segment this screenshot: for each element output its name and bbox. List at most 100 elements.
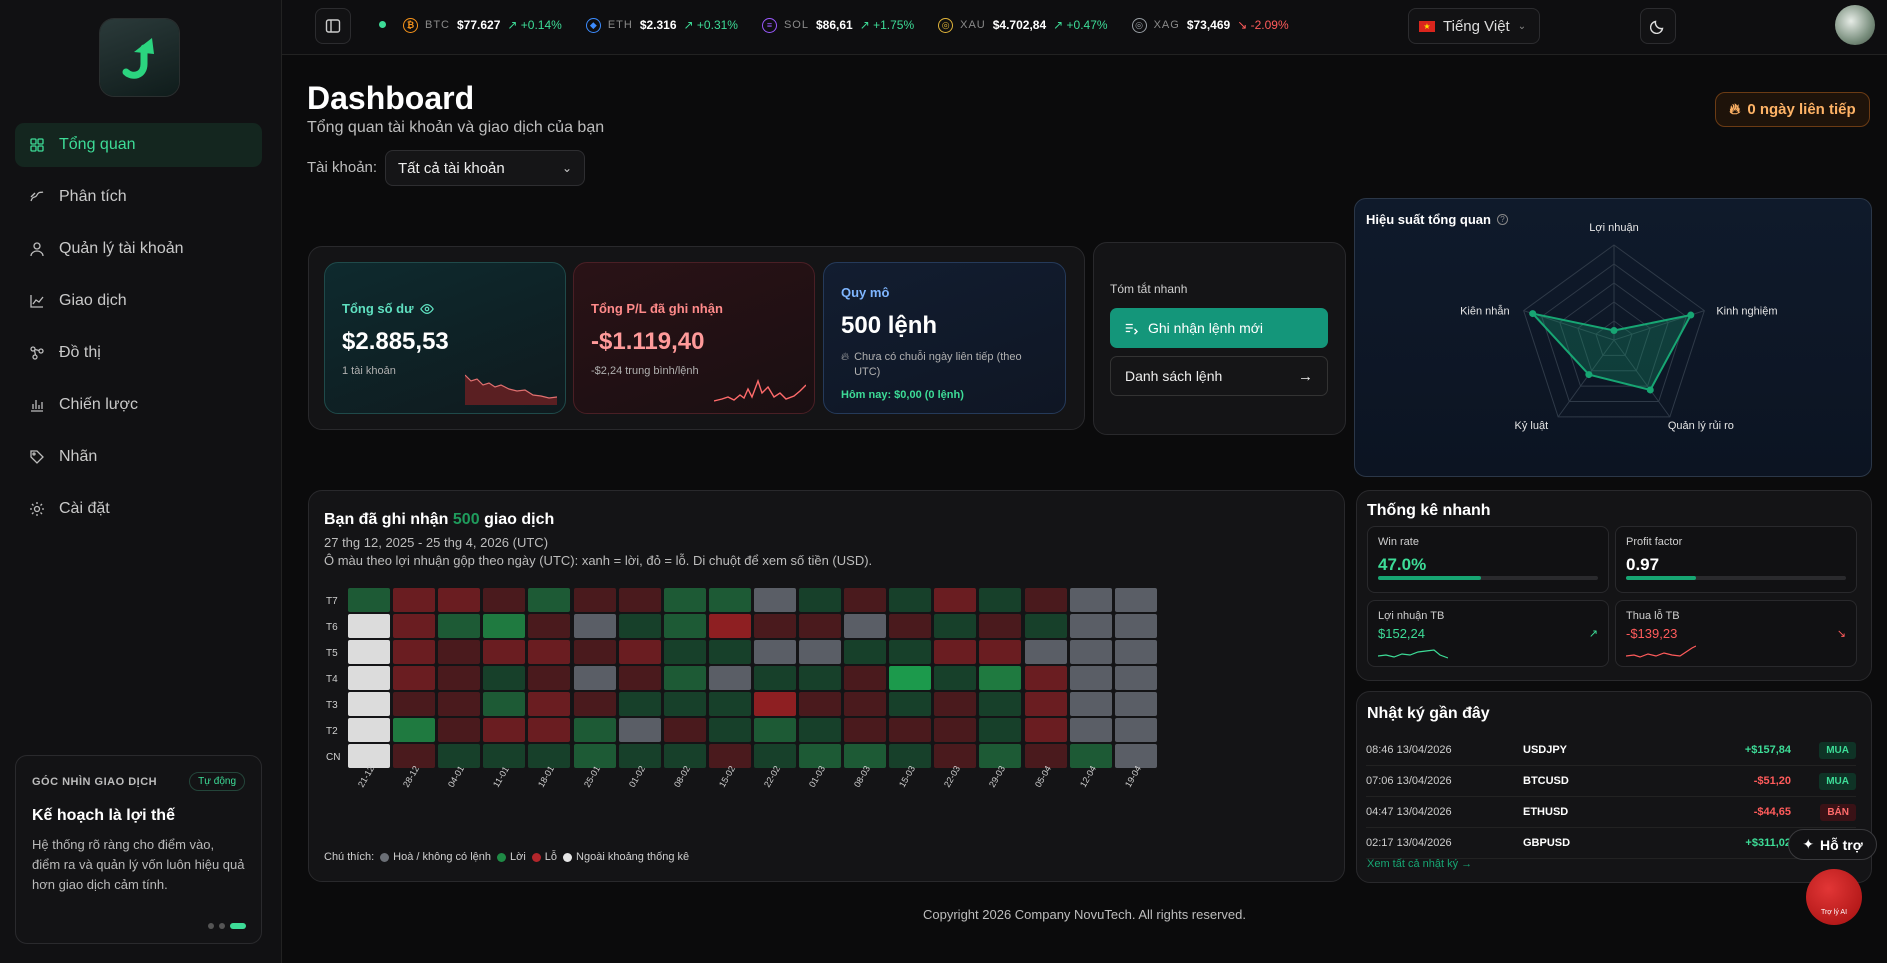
heatmap-cell[interactable] [889, 692, 932, 716]
record-trade-button[interactable]: Ghi nhận lệnh mới [1110, 308, 1328, 348]
heatmap-cell[interactable] [934, 744, 977, 768]
heatmap-cell[interactable] [618, 588, 661, 612]
heatmap-cell[interactable] [1069, 588, 1112, 612]
sidebar-item-0[interactable]: Tổng quan [15, 123, 262, 167]
user-avatar[interactable] [1835, 5, 1875, 45]
heatmap-cell[interactable] [934, 666, 977, 690]
ticker-item-eth[interactable]: ◆ ETH $2.316 ↗ +0.31% [585, 17, 738, 33]
heatmap-cell[interactable] [573, 692, 616, 716]
heatmap-cell[interactable] [1024, 692, 1067, 716]
sidebar-item-3[interactable]: Giao dịch [15, 279, 262, 323]
heatmap-cell[interactable] [799, 640, 841, 664]
heatmap-cell[interactable] [934, 718, 977, 742]
heatmap-cell[interactable] [934, 640, 977, 664]
heatmap-cell[interactable] [799, 614, 841, 638]
heatmap-cell[interactable] [348, 744, 390, 768]
heatmap-cell[interactable] [528, 614, 571, 638]
heatmap-cell[interactable] [889, 640, 932, 664]
heatmap-cell[interactable] [1069, 744, 1112, 768]
eye-icon[interactable] [419, 302, 434, 316]
heatmap-cell[interactable] [799, 666, 841, 690]
heatmap-cell[interactable] [438, 640, 481, 664]
heatmap-cell[interactable] [1114, 744, 1157, 768]
radar-point[interactable] [1529, 310, 1537, 318]
heatmap-cell[interactable] [799, 718, 841, 742]
heatmap-cell[interactable] [1069, 666, 1112, 690]
heatmap-cell[interactable] [799, 692, 841, 716]
heatmap-cell[interactable] [1024, 666, 1067, 690]
heatmap-cell[interactable] [934, 614, 977, 638]
streak-badge[interactable]: 🔥︎ 0 ngày liên tiếp [1715, 92, 1870, 127]
journal-row[interactable]: 04:47 13/04/2026 ETHUSD -$44,65 BÁN [1366, 797, 1856, 828]
heatmap-cell[interactable] [844, 666, 887, 690]
heatmap-cell[interactable] [753, 640, 796, 664]
heatmap-cell[interactable] [438, 614, 481, 638]
heatmap-cell[interactable] [528, 666, 571, 690]
heatmap-cell[interactable] [528, 744, 571, 768]
heatmap-cell[interactable] [663, 640, 706, 664]
journal-row[interactable]: 07:06 13/04/2026 BTCUSD -$51,20 MUA [1366, 766, 1856, 797]
heatmap-cell[interactable] [708, 614, 751, 638]
heatmap-cell[interactable] [1114, 640, 1157, 664]
heatmap-cell[interactable] [753, 666, 796, 690]
info-icon[interactable]: ? [1496, 214, 1508, 225]
heatmap-cell[interactable] [708, 640, 751, 664]
heatmap-cell[interactable] [528, 718, 571, 742]
heatmap-cell[interactable] [348, 640, 390, 664]
ticker-item-sol[interactable]: ≡ SOL $86,61 ↗ +1.75% [761, 17, 914, 33]
sidebar-item-7[interactable]: Cài đặt [15, 487, 262, 531]
heatmap-cell[interactable] [483, 640, 526, 664]
account-select[interactable]: Tất cả tài khoản ⌄ [385, 150, 585, 186]
heatmap-cell[interactable] [573, 614, 616, 638]
heatmap-cell[interactable] [799, 588, 841, 612]
heatmap-cell[interactable] [393, 588, 436, 612]
heatmap-cell[interactable] [438, 588, 481, 612]
heatmap-cell[interactable] [1024, 718, 1067, 742]
heatmap-cell[interactable] [528, 588, 571, 612]
heatmap-cell[interactable] [618, 692, 661, 716]
heatmap-cell[interactable] [844, 718, 887, 742]
heatmap-cell[interactable] [573, 666, 616, 690]
heatmap-cell[interactable] [483, 614, 526, 638]
heatmap-cell[interactable] [844, 588, 887, 612]
heatmap-cell[interactable] [618, 744, 661, 768]
heatmap-cell[interactable] [618, 718, 661, 742]
heatmap-cell[interactable] [979, 666, 1022, 690]
heatmap-cell[interactable] [618, 640, 661, 664]
heatmap-cell[interactable] [979, 588, 1022, 612]
radar-point[interactable] [1687, 311, 1695, 319]
heatmap-cell[interactable] [438, 718, 481, 742]
view-all-journal-link[interactable]: Xem tất cả nhật ký → [1367, 858, 1473, 870]
heatmap-cell[interactable] [393, 744, 436, 768]
theme-toggle-button[interactable] [1640, 8, 1676, 44]
ai-assistant-button[interactable]: Trợ lý AI [1806, 869, 1862, 925]
heatmap-cell[interactable] [1069, 718, 1112, 742]
heatmap-cell[interactable] [708, 718, 751, 742]
heatmap-cell[interactable] [1024, 588, 1067, 612]
heatmap-cell[interactable] [1114, 692, 1157, 716]
heatmap-cell[interactable] [979, 718, 1022, 742]
heatmap-cell[interactable] [889, 614, 932, 638]
heatmap-cell[interactable] [844, 744, 887, 768]
heatmap-cell[interactable] [708, 666, 751, 690]
heatmap-cell[interactable] [1069, 692, 1112, 716]
heatmap-cell[interactable] [934, 692, 977, 716]
heatmap-cell[interactable] [573, 744, 616, 768]
heatmap-cell[interactable] [979, 614, 1022, 638]
heatmap-cell[interactable] [979, 640, 1022, 664]
journal-row[interactable]: 02:17 13/04/2026 GBPUSD +$311,02 [1366, 828, 1856, 859]
heatmap-cell[interactable] [393, 614, 436, 638]
radar-point[interactable] [1585, 371, 1593, 379]
heatmap-cell[interactable] [708, 588, 751, 612]
heatmap-cell[interactable] [393, 718, 436, 742]
heatmap-cell[interactable] [753, 692, 796, 716]
heatmap-cell[interactable] [889, 744, 932, 768]
heatmap-cell[interactable] [1114, 718, 1157, 742]
ticker-item-btc[interactable]: ₿ BTC $77.627 ↗ +0.14% [403, 17, 562, 33]
insight-dot[interactable] [219, 923, 225, 929]
heatmap-cell[interactable] [753, 588, 796, 612]
heatmap-cell[interactable] [348, 666, 390, 690]
heatmap-cell[interactable] [663, 614, 706, 638]
sidebar-item-5[interactable]: Chiến lược [15, 383, 262, 427]
heatmap-cell[interactable] [663, 718, 706, 742]
